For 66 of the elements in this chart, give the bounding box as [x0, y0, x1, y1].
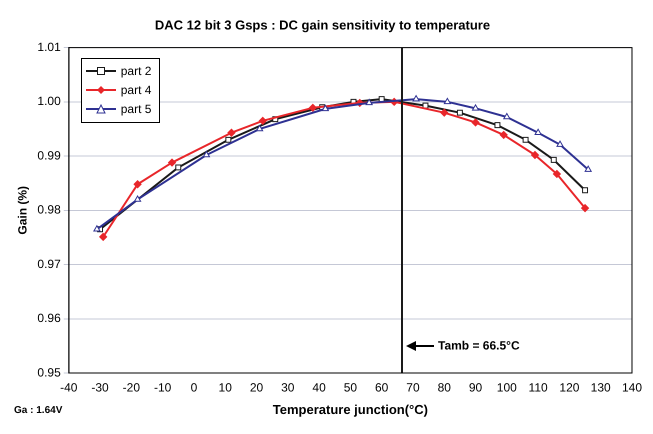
point: [444, 98, 451, 104]
x-tick-label: 120: [559, 380, 580, 395]
x-tick-label: 110: [528, 380, 548, 395]
x-tick-label: 40: [312, 380, 326, 395]
point: [366, 98, 373, 106]
y-tick-label: 1.01: [37, 40, 62, 54]
point: [227, 128, 236, 137]
point: [500, 130, 508, 139]
x-axis-title: Temperature junction(°C): [272, 402, 428, 417]
point: [552, 170, 561, 178]
y-tick-label: 0.98: [37, 202, 62, 217]
point: [256, 124, 264, 132]
legend-label: part 5: [120, 102, 152, 116]
y-axis-title: Gain (%): [16, 186, 30, 235]
y-tick-label: 0.97: [37, 256, 62, 271]
x-tick-label: -30: [91, 380, 110, 395]
point: [456, 110, 463, 116]
y-tick-label: 0.96: [37, 311, 62, 326]
x-tick-label: 30: [281, 380, 295, 395]
point: [581, 204, 590, 212]
point: [550, 156, 557, 163]
point: [472, 118, 480, 126]
point: [534, 128, 542, 135]
point: [503, 113, 510, 120]
point: [556, 140, 564, 147]
y-tick-label: 0.99: [37, 148, 62, 162]
y-tick-label: 0.95: [37, 365, 62, 380]
point: [258, 116, 267, 125]
legend-label: part 4: [120, 83, 152, 98]
chart-title: DAC 12 bit 3 Gsps : DC gain sensitivity to temperature: [154, 17, 490, 32]
point: [322, 104, 329, 112]
point: [168, 158, 176, 167]
x-tick-label: -10: [154, 380, 172, 395]
point: [175, 164, 182, 170]
x-tick-label: -20: [122, 380, 140, 395]
x-tick-label: 80: [438, 380, 452, 395]
text: Ga : 1.64V: [14, 404, 63, 416]
x-tick-label: 0: [190, 380, 198, 395]
x-tick-label: 10: [218, 380, 232, 395]
x-tick-label: 140: [622, 380, 642, 395]
point: [225, 136, 232, 143]
ref-line-label: Tamb = 66.5°C: [438, 338, 520, 352]
point: [522, 136, 529, 143]
y-tick-label: 1.00: [37, 94, 62, 108]
point: [440, 108, 448, 117]
point: [134, 180, 142, 188]
point: [308, 104, 317, 112]
x-tick-label: 20: [250, 380, 264, 395]
point: [202, 150, 210, 158]
point: [582, 187, 588, 194]
point: [530, 150, 539, 159]
point: [93, 225, 100, 232]
point: [412, 95, 420, 102]
x-tick-label: 90: [468, 380, 483, 395]
point: [134, 195, 142, 202]
point: [494, 122, 500, 128]
x-tick-label: 50: [344, 380, 358, 395]
x-tick-label: 60: [374, 380, 389, 395]
point: [584, 166, 592, 172]
x-tick-label: 130: [590, 380, 612, 395]
x-tick-label: 70: [406, 380, 420, 395]
point: [472, 104, 480, 111]
x-tick-label: 100: [496, 380, 518, 395]
point: [99, 232, 108, 241]
x-tick-label: -40: [60, 380, 78, 395]
legend-label: part 2: [120, 64, 152, 78]
